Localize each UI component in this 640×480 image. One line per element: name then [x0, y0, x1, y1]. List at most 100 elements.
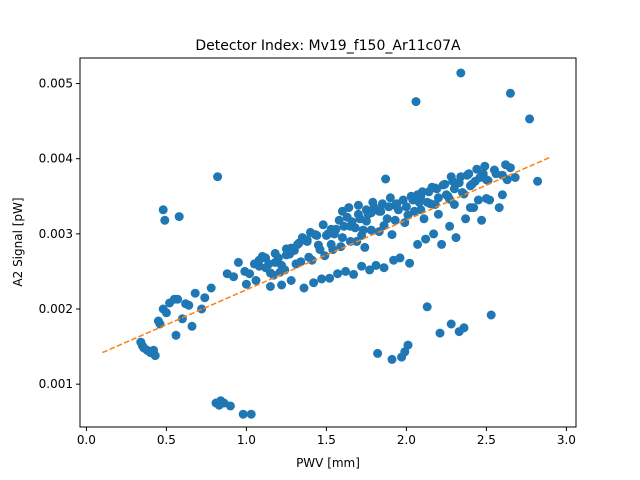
- data-point: [422, 302, 432, 312]
- data-point: [467, 179, 477, 189]
- data-point: [139, 343, 149, 353]
- data-point: [323, 229, 333, 239]
- data-point: [430, 200, 440, 209]
- data-point: [392, 199, 402, 209]
- y-tick-label: 0.002: [39, 302, 73, 316]
- data-point: [265, 282, 275, 291]
- data-point: [379, 221, 389, 231]
- data-point: [371, 260, 381, 270]
- data-point: [360, 242, 370, 252]
- data-point: [435, 328, 445, 338]
- data-point: [225, 401, 235, 411]
- x-tick-label: 3.0: [557, 433, 576, 447]
- data-point: [475, 173, 485, 182]
- data-point: [403, 340, 413, 350]
- data-point: [437, 239, 447, 249]
- y-tick-label: 0.005: [39, 77, 73, 91]
- data-point: [269, 270, 279, 280]
- chart-title: Detector Index: Mv19_f150_Ar11c07A: [195, 38, 461, 54]
- x-tick-label: 2.0: [397, 433, 416, 447]
- data-point: [433, 209, 443, 219]
- data-point: [440, 179, 450, 189]
- data-point: [413, 239, 423, 249]
- data-point: [155, 319, 165, 329]
- data-point: [229, 272, 239, 282]
- data-point: [382, 214, 392, 224]
- x-tick-label: 0.0: [77, 433, 96, 447]
- data-point: [206, 283, 216, 293]
- data-point: [245, 269, 255, 279]
- data-point: [200, 293, 210, 303]
- data-point: [158, 205, 168, 215]
- data-point: [433, 193, 443, 203]
- data-point: [376, 206, 386, 216]
- data-point: [160, 215, 170, 225]
- data-point: [413, 190, 423, 200]
- data-point: [491, 169, 501, 179]
- data-point: [451, 233, 461, 243]
- data-point: [480, 161, 490, 171]
- data-point: [334, 215, 344, 225]
- data-point: [325, 273, 335, 283]
- data-point: [448, 176, 458, 186]
- data-point: [379, 263, 389, 273]
- plot-area: [102, 68, 551, 419]
- data-point: [473, 195, 483, 205]
- data-point: [384, 202, 394, 212]
- data-point: [505, 163, 515, 173]
- y-tick-label: 0.001: [39, 377, 73, 391]
- data-point: [387, 354, 397, 364]
- data-point: [341, 266, 351, 276]
- data-point: [344, 203, 354, 213]
- data-point: [302, 235, 312, 245]
- data-point: [246, 409, 256, 419]
- data-point: [366, 225, 376, 235]
- data-point: [497, 190, 507, 200]
- x-tick-label: 1.5: [317, 433, 336, 447]
- data-point: [333, 269, 343, 279]
- data-point: [419, 214, 429, 224]
- data-point: [363, 209, 373, 219]
- data-point: [309, 278, 319, 288]
- x-tick-label: 2.5: [477, 433, 496, 447]
- data-point: [472, 164, 482, 174]
- y-tick-label: 0.004: [39, 152, 73, 166]
- fit-line: [102, 156, 551, 354]
- data-point: [190, 288, 200, 298]
- data-point: [337, 233, 347, 243]
- y-tick-label: 0.003: [39, 227, 73, 241]
- x-axis-label: PWV [mm]: [296, 456, 360, 470]
- data-point: [355, 214, 365, 224]
- data-point: [161, 308, 171, 318]
- data-point: [395, 253, 405, 263]
- data-point: [465, 203, 475, 213]
- data-point: [353, 200, 363, 210]
- data-point: [349, 269, 359, 279]
- data-point: [373, 348, 383, 358]
- data-point: [285, 249, 295, 259]
- data-point: [427, 182, 437, 192]
- data-point: [149, 345, 159, 355]
- data-point: [510, 173, 520, 182]
- data-point: [238, 409, 248, 419]
- data-point: [291, 259, 301, 269]
- x-tick-label: 0.5: [157, 433, 176, 447]
- data-point: [390, 215, 400, 225]
- data-point: [320, 251, 330, 261]
- data-point: [486, 310, 496, 320]
- x-axis: 0.0 0.5 1.0 1.5 2.0 2.5 3.0: [77, 427, 576, 447]
- data-point: [445, 221, 455, 231]
- data-point: [317, 274, 327, 284]
- data-point: [251, 276, 261, 285]
- data-point: [233, 257, 243, 267]
- data-point: [326, 239, 336, 249]
- data-point: [264, 259, 274, 269]
- data-point: [505, 88, 515, 98]
- data-point: [213, 172, 223, 182]
- data-point: [387, 230, 397, 240]
- data-point: [304, 252, 314, 262]
- data-point: [277, 280, 287, 290]
- data-point: [312, 230, 322, 240]
- data-point: [174, 212, 184, 222]
